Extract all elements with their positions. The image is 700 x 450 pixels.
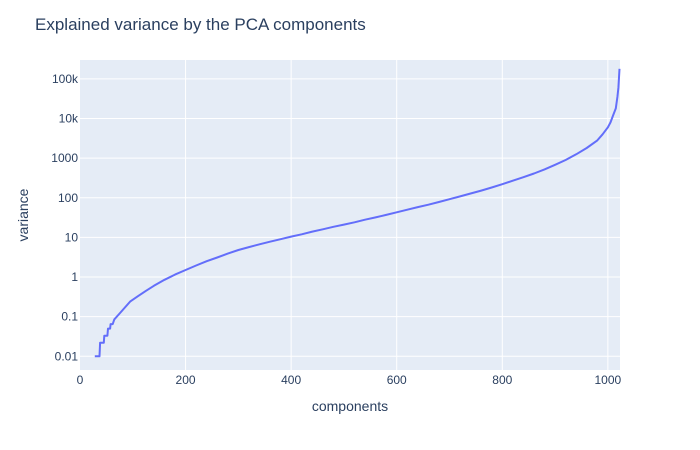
x-tick-label: 400 xyxy=(281,373,301,387)
y-tick-label: 1 xyxy=(71,270,78,284)
y-tick-label: 10 xyxy=(65,230,79,244)
x-gridlines xyxy=(185,60,609,370)
plot-area xyxy=(80,60,620,370)
y-tick-label: 100k xyxy=(52,72,79,86)
y-tick-labels: 0.01 0.1 1 10 100 1000 10k 100k xyxy=(51,72,79,363)
x-tick-label: 0 xyxy=(77,373,84,387)
y-tick-label: 10k xyxy=(59,112,79,126)
variance-series-line xyxy=(94,68,621,358)
x-tick-label: 800 xyxy=(492,373,512,387)
x-tick-label: 1000 xyxy=(595,373,622,387)
y-tick-label: 100 xyxy=(58,191,78,205)
x-axis-title: components xyxy=(312,398,388,414)
chart-title: Explained variance by the PCA components xyxy=(35,15,366,34)
y-tick-label: 0.1 xyxy=(61,310,78,324)
x-tick-label: 200 xyxy=(176,373,196,387)
x-tick-labels: 0 200 400 600 800 1000 xyxy=(77,373,622,387)
x-tick-label: 600 xyxy=(387,373,407,387)
y-tick-label: 0.01 xyxy=(55,349,79,363)
y-axis-title: variance xyxy=(15,188,31,241)
y-tick-label: 1000 xyxy=(51,151,78,165)
